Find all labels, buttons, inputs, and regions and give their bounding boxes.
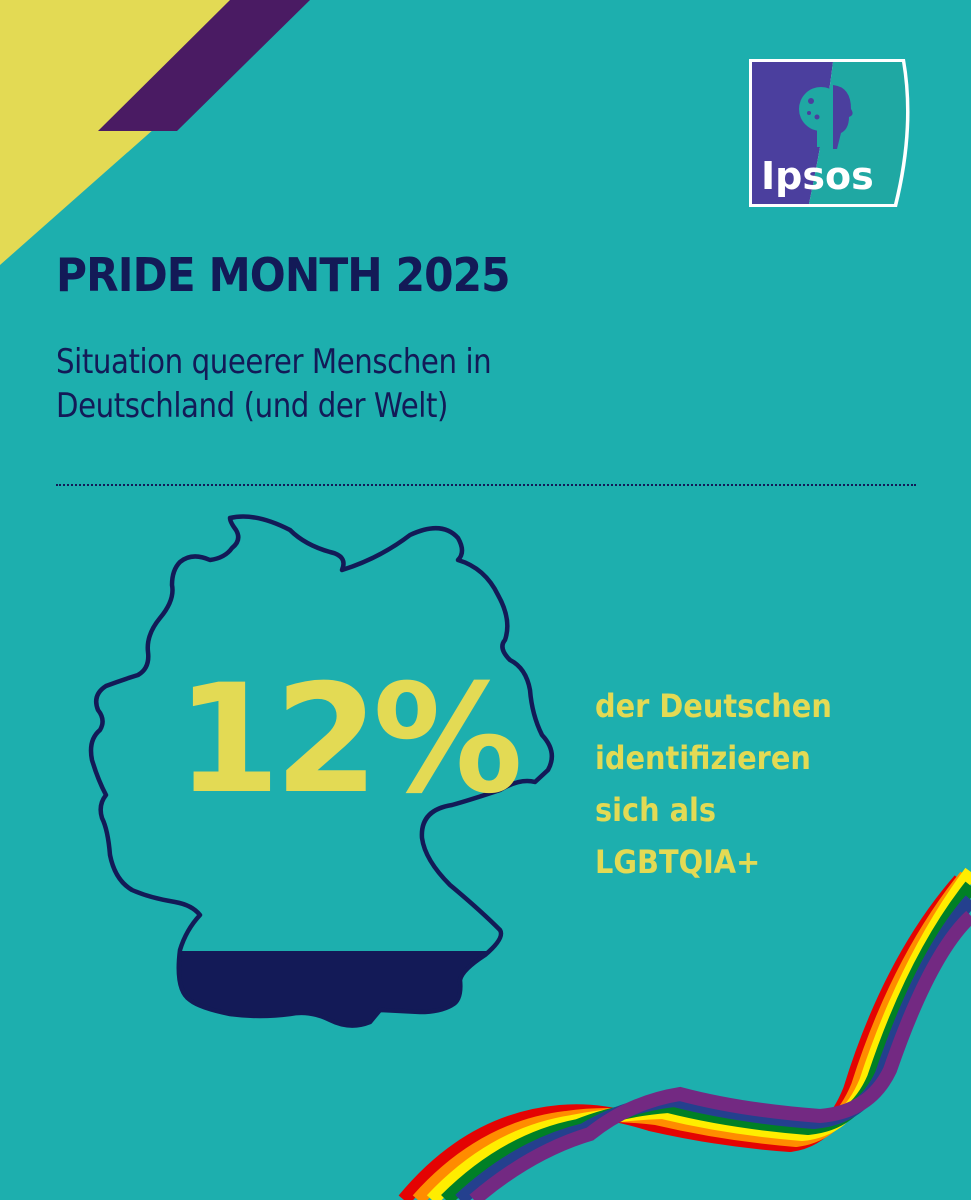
subtitle-line-2: Deutschland (und der Welt): [56, 386, 448, 426]
stat-description: der Deutschen identifizieren sich als LG…: [595, 680, 832, 888]
stat-line-3: sich als: [595, 791, 717, 829]
germany-map-icon: [80, 500, 580, 1120]
subtitle-line-1: Situation queerer Menschen in: [56, 342, 492, 382]
page-title: PRIDE MONTH 2025: [56, 248, 511, 302]
stat-value: 12%: [176, 653, 523, 827]
stat-line-1: der Deutschen: [595, 687, 832, 725]
stat-line-2: identifizieren: [595, 739, 811, 777]
ipsos-logo: Ipsos: [747, 57, 913, 209]
dotted-divider: [56, 484, 916, 486]
tree-face-icon: [799, 85, 853, 149]
page-subtitle: Situation queerer Menschen in Deutschlan…: [56, 340, 492, 428]
svg-text:Ipsos: Ipsos: [761, 154, 874, 198]
stat-line-4: LGBTQIA+: [595, 843, 761, 881]
